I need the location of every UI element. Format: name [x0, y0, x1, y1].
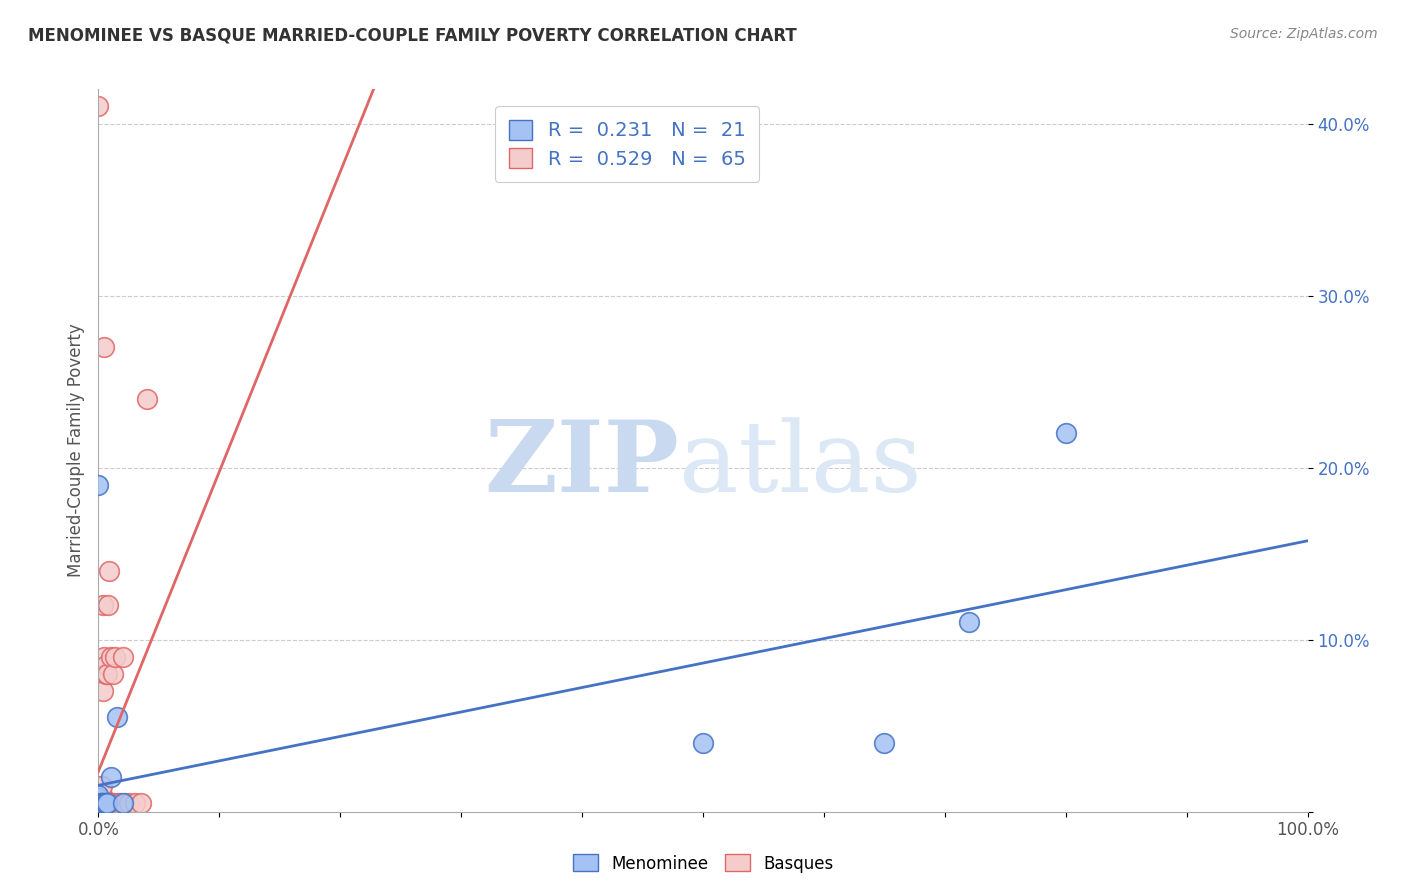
- Point: [96, 796, 118, 810]
- Point: [87, 796, 110, 810]
- Point: [87, 796, 110, 810]
- Point: [96, 667, 118, 681]
- Point: [87, 796, 110, 810]
- Point: [692, 736, 714, 750]
- Point: [91, 796, 114, 810]
- Point: [91, 796, 114, 810]
- Point: [93, 796, 115, 810]
- Point: [87, 805, 110, 819]
- Point: [93, 796, 115, 810]
- Point: [87, 805, 110, 819]
- Point: [87, 805, 110, 819]
- Point: [97, 796, 120, 810]
- Point: [114, 796, 136, 810]
- Point: [91, 788, 114, 802]
- Point: [87, 99, 110, 113]
- Point: [98, 564, 121, 578]
- Point: [91, 599, 114, 613]
- Text: Source: ZipAtlas.com: Source: ZipAtlas.com: [1230, 27, 1378, 41]
- Point: [89, 805, 111, 819]
- Point: [100, 796, 122, 810]
- Point: [101, 667, 124, 681]
- Point: [118, 796, 141, 810]
- Point: [957, 615, 980, 630]
- Point: [87, 805, 110, 819]
- Point: [90, 796, 112, 810]
- Point: [87, 796, 110, 810]
- Point: [87, 478, 110, 492]
- Point: [87, 796, 110, 810]
- Point: [100, 649, 122, 664]
- Point: [104, 649, 127, 664]
- Point: [87, 805, 110, 819]
- Point: [87, 805, 110, 819]
- Point: [87, 805, 110, 819]
- Point: [87, 805, 110, 819]
- Point: [87, 805, 110, 819]
- Point: [97, 599, 120, 613]
- Point: [93, 796, 115, 810]
- Point: [124, 796, 146, 810]
- Point: [93, 340, 115, 354]
- Point: [87, 805, 110, 819]
- Point: [87, 791, 110, 805]
- Point: [96, 796, 118, 810]
- Point: [100, 770, 122, 784]
- Point: [100, 796, 122, 810]
- Point: [94, 667, 117, 681]
- Point: [87, 796, 110, 810]
- Point: [94, 796, 117, 810]
- Point: [87, 805, 110, 819]
- Point: [90, 796, 112, 810]
- Point: [89, 788, 111, 802]
- Point: [87, 791, 110, 805]
- Point: [108, 796, 131, 810]
- Text: MENOMINEE VS BASQUE MARRIED-COUPLE FAMILY POVERTY CORRELATION CHART: MENOMINEE VS BASQUE MARRIED-COUPLE FAMIL…: [28, 27, 797, 45]
- Point: [98, 796, 121, 810]
- Point: [87, 788, 110, 802]
- Point: [87, 805, 110, 819]
- Point: [107, 796, 129, 810]
- Point: [94, 796, 117, 810]
- Point: [87, 805, 110, 819]
- Point: [90, 788, 112, 802]
- Point: [87, 805, 110, 819]
- Y-axis label: Married-Couple Family Poverty: Married-Couple Family Poverty: [66, 324, 84, 577]
- Point: [90, 779, 112, 793]
- Point: [91, 684, 114, 698]
- Point: [87, 805, 110, 819]
- Point: [90, 796, 112, 810]
- Text: ZIP: ZIP: [484, 417, 679, 514]
- Point: [129, 796, 152, 810]
- Point: [94, 658, 117, 673]
- Point: [93, 796, 115, 810]
- Point: [87, 796, 110, 810]
- Point: [87, 788, 110, 802]
- Point: [873, 736, 896, 750]
- Point: [87, 788, 110, 802]
- Point: [105, 710, 128, 724]
- Point: [89, 796, 111, 810]
- Legend: R =  0.231   N =  21, R =  0.529   N =  65: R = 0.231 N = 21, R = 0.529 N = 65: [495, 106, 759, 182]
- Point: [91, 796, 114, 810]
- Point: [87, 805, 110, 819]
- Point: [87, 805, 110, 819]
- Point: [1054, 426, 1077, 441]
- Point: [90, 791, 112, 805]
- Point: [87, 796, 110, 810]
- Point: [91, 779, 114, 793]
- Point: [87, 805, 110, 819]
- Point: [93, 649, 115, 664]
- Point: [111, 796, 134, 810]
- Point: [135, 392, 157, 406]
- Legend: Menominee, Basques: Menominee, Basques: [567, 847, 839, 880]
- Point: [103, 796, 125, 810]
- Point: [87, 805, 110, 819]
- Point: [91, 796, 114, 810]
- Text: atlas: atlas: [679, 417, 921, 513]
- Point: [87, 805, 110, 819]
- Point: [111, 649, 134, 664]
- Point: [87, 791, 110, 805]
